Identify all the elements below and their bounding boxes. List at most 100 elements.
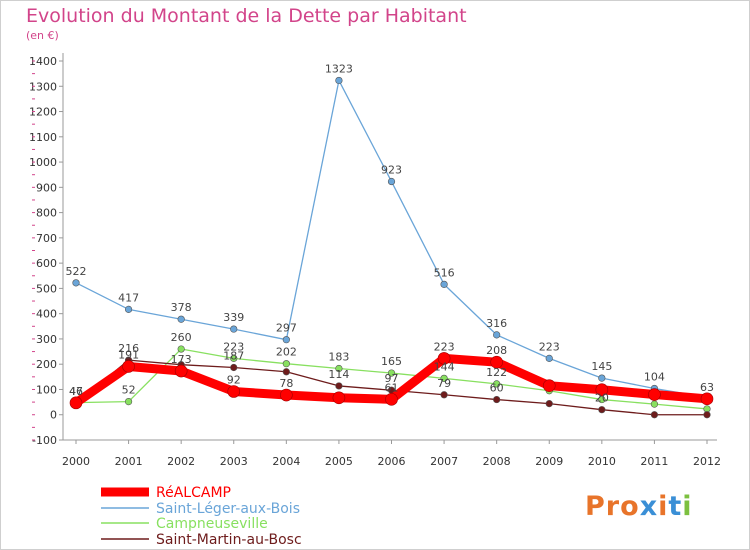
data-label: 183 [328,350,349,363]
y-tick-label: 500 [36,282,57,295]
legend-label: Saint-Martin-au-Bosc [156,532,302,548]
legend-label: Campneuseville [156,516,268,532]
data-point [650,411,659,419]
data-point [437,352,451,365]
data-point [493,380,501,388]
logo-letter: i [658,491,669,522]
y-tick-label: 200 [36,358,57,371]
data-label: 52 [122,384,136,397]
y-tick-label: 600 [36,257,57,270]
data-label: 46 [69,385,83,398]
data-point [385,393,398,406]
data-label: 145 [591,360,612,373]
data-label: 223 [223,340,244,353]
y-tick-label: 1100 [29,131,57,144]
x-tick-label: 2010 [588,455,616,468]
y-tick-label: 1400 [29,55,57,68]
data-label: 208 [486,344,507,357]
data-label: 79 [437,377,451,390]
logo-letter: t [668,491,683,522]
data-label: 97 [385,372,399,385]
y-tick-label: 0 [50,409,57,422]
data-point [440,391,448,399]
data-point [595,383,609,397]
series-line [75,79,708,398]
data-point [280,388,293,402]
data-point [177,315,185,323]
data-label: 173 [171,353,192,366]
data-point [542,379,556,392]
data-point [124,397,133,406]
x-tick-label: 2008 [483,455,511,468]
data-label: 144 [434,360,455,373]
data-label: 339 [223,311,244,324]
x-tick-label: 2001 [115,455,143,468]
x-tick-label: 2006 [378,455,406,468]
data-point [282,368,290,376]
data-label: 223 [434,340,455,353]
legend-label: RéALCAMP [156,485,231,501]
data-point [493,331,501,339]
data-point [230,354,238,362]
unit-label: (en €) [26,29,59,42]
data-label: 20 [595,392,609,405]
data-label: 260 [171,331,192,344]
data-point [598,395,606,404]
data-label: 216 [118,342,139,355]
data-label: 92 [227,373,241,386]
x-tick-label: 2000 [62,455,90,468]
data-point [72,279,80,287]
y-tick-label: 800 [36,207,57,220]
data-label: 316 [486,317,507,330]
data-label: 61 [385,381,399,394]
proxiti-logo: Proxiti [585,491,693,522]
x-tick-label: 2012 [693,455,721,468]
y-tick-label: 900 [36,181,57,194]
data-label: 191 [118,348,139,361]
data-point [440,374,448,382]
data-label: 78 [279,377,293,390]
x-tick-label: 2011 [640,455,668,468]
data-point [332,391,346,405]
data-label: 378 [171,301,192,314]
data-point [227,385,241,398]
chart-title: Evolution du Montant de la Dette par Hab… [26,5,467,27]
data-point [335,382,343,390]
y-tick-label: 1300 [29,80,57,93]
y-tick-label: -100 [32,434,57,447]
data-point [387,177,396,186]
data-point [230,363,238,372]
data-point [174,364,188,378]
data-point [493,395,501,404]
data-label: 417 [118,291,139,304]
y-tick-label: 100 [36,383,57,396]
data-point [335,76,343,85]
data-label: 104 [644,370,665,383]
data-label: 1323 [325,62,353,75]
data-label: 122 [486,366,507,379]
logo-letter: x [639,491,659,522]
data-label: 223 [539,340,560,353]
data-point [177,345,185,353]
data-label: 114 [328,368,349,381]
data-label: 297 [276,322,297,335]
data-point [598,406,606,414]
logo-letter: P [585,491,606,522]
data-point [387,369,396,377]
x-tick-label: 2009 [535,455,563,468]
data-point [648,388,661,401]
data-label: 522 [66,265,87,278]
data-point [650,400,659,408]
data-label: 187 [223,349,244,362]
legend-label: Saint-Léger-aux-Bois [156,501,300,517]
data-label: 60 [490,382,504,395]
x-tick-label: 2002 [167,455,195,468]
data-point [703,411,711,419]
y-tick-label: 1200 [29,106,57,119]
y-tick-label: 400 [36,308,57,321]
data-point [598,374,606,382]
data-point [282,360,290,368]
x-tick-label: 2007 [430,455,458,468]
logo-letter: i [682,491,693,522]
